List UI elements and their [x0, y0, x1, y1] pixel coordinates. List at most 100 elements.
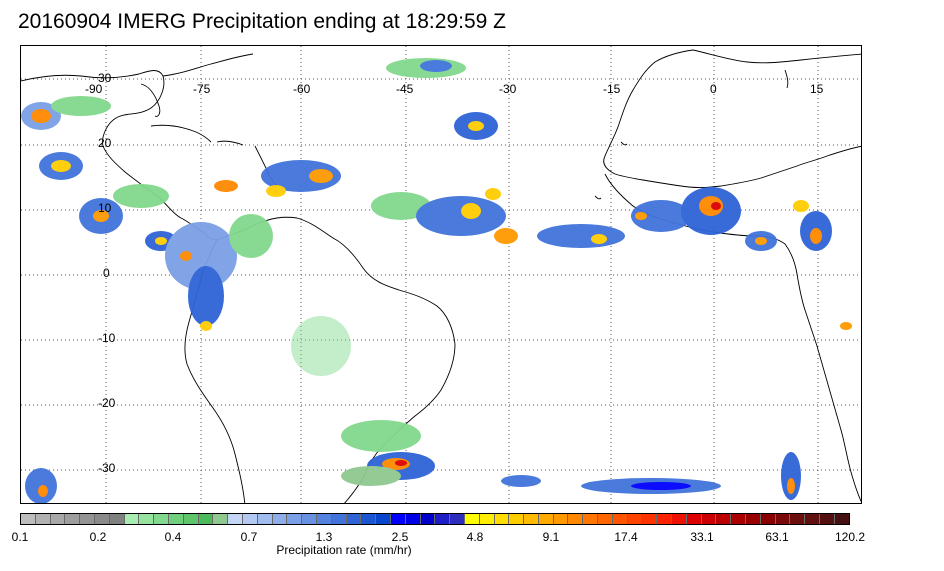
- precip-area: [501, 475, 541, 487]
- colorbar-swatch: [272, 514, 288, 524]
- colorbar-swatch: [775, 514, 791, 524]
- lon-label: -45: [396, 82, 414, 96]
- coastline-cape-verde: [594, 195, 602, 200]
- colorbar-swatch: [435, 514, 451, 524]
- precip-area: [38, 485, 48, 497]
- colorbar-swatch: [346, 514, 362, 524]
- colorbar-swatch: [287, 514, 303, 524]
- precip-area: [635, 212, 647, 220]
- coastline-africa: [603, 49, 861, 188]
- precip-area: [214, 180, 238, 192]
- lat-label: 0: [103, 266, 110, 280]
- colorbar-swatch: [790, 514, 806, 524]
- precipitation-map: -90 -75 -60 -45 -30 -15 0 15 30 20 10 0 …: [20, 45, 862, 504]
- lon-label: -75: [193, 82, 211, 96]
- colorbar-title: Precipitation rate (mm/hr): [276, 543, 412, 557]
- colorbar-swatch: [834, 514, 849, 524]
- colorbar-swatch: [35, 514, 51, 524]
- precip-area: [200, 321, 212, 331]
- precip-area: [793, 200, 809, 212]
- precip-area: [31, 109, 51, 123]
- colorbar-swatch: [642, 514, 658, 524]
- precip-area: [51, 160, 71, 172]
- colorbar-swatch: [479, 514, 495, 524]
- colorbar-swatch: [65, 514, 81, 524]
- colorbar-swatch: [228, 514, 243, 524]
- colorbar-swatch: [731, 514, 747, 524]
- coastline-us-east: [162, 53, 254, 77]
- colorbar-swatch: [198, 514, 214, 524]
- precip-area: [420, 60, 452, 72]
- colorbar-tick-label: 4.8: [466, 530, 484, 544]
- precip-area: [188, 266, 224, 326]
- precip-area: [266, 185, 286, 197]
- coastline-north-america: [21, 70, 218, 241]
- colorbar-tick-label: 0.4: [164, 530, 182, 544]
- colorbar-swatch: [760, 514, 776, 524]
- coastline-europe: [692, 49, 861, 64]
- colorbar-swatch: [154, 514, 169, 524]
- colorbar-swatch: [716, 514, 732, 524]
- colorbar-swatch: [820, 514, 835, 524]
- colorbar-swatch: [331, 514, 347, 524]
- lon-label: -30: [499, 82, 517, 96]
- precip-area: [180, 251, 192, 261]
- precip-area: [840, 322, 852, 330]
- colorbar-tick-label: 0.1: [11, 530, 29, 544]
- precip-area: [341, 420, 421, 452]
- precip-area: [631, 482, 691, 490]
- lon-label: -15: [603, 82, 621, 96]
- colorbar-swatch: [598, 514, 613, 524]
- precip-area: [113, 184, 169, 208]
- coastline-sardinia: [784, 69, 789, 89]
- precip-area: [165, 222, 237, 290]
- precip-area: [309, 169, 333, 183]
- lat-label: -10: [98, 331, 116, 345]
- precip-area: [155, 237, 167, 245]
- colorbar-swatch: [50, 514, 66, 524]
- colorbar-tick-label: 0.7: [240, 530, 258, 544]
- lon-label: 15: [810, 82, 824, 96]
- colorbar-swatch: [316, 514, 332, 524]
- colorbar-swatch: [524, 514, 539, 524]
- precip-area: [291, 316, 351, 376]
- colorbar-swatch: [94, 514, 110, 524]
- map-title: 20160904 IMERG Precipitation ending at 1…: [18, 10, 506, 33]
- precip-patches: [21, 58, 852, 503]
- colorbar-swatch: [183, 514, 199, 524]
- coastline-cuba: [150, 124, 212, 143]
- colorbar-swatch: [361, 514, 377, 524]
- precip-area: [461, 203, 481, 219]
- precip-area: [371, 192, 431, 220]
- colorbar-swatch: [612, 514, 628, 524]
- lon-label: -90: [85, 82, 103, 96]
- colorbar-swatch: [124, 514, 140, 524]
- colorbar-swatch: [701, 514, 717, 524]
- colorbar-swatch: [686, 514, 702, 524]
- precip-area: [537, 224, 625, 248]
- precip-area: [51, 96, 111, 116]
- lon-label: 0: [710, 82, 717, 96]
- precip-area: [711, 202, 721, 210]
- colorbar-swatch: [376, 514, 391, 524]
- colorbar-tick-label: 63.1: [765, 530, 789, 544]
- colorbar-swatch: [657, 514, 673, 524]
- precip-area: [261, 160, 341, 192]
- colorbar-swatch: [420, 514, 436, 524]
- lon-label: -60: [293, 82, 311, 96]
- precip-area: [93, 210, 109, 222]
- colorbar-swatch: [538, 514, 554, 524]
- colorbar-tick-label: 9.1: [542, 530, 560, 544]
- coastlines: [21, 49, 861, 503]
- colorbar-swatch: [672, 514, 687, 524]
- coastline-florida: [140, 83, 161, 117]
- colorbar-swatch: [80, 514, 95, 524]
- colorbar-swatch: [139, 514, 155, 524]
- lat-label: -20: [98, 396, 116, 410]
- precip-area: [787, 478, 795, 494]
- precip-area: [781, 452, 801, 500]
- colorbar-swatch: [805, 514, 821, 524]
- colorbar-swatch: [464, 514, 480, 524]
- lat-label: 30: [98, 71, 112, 85]
- precip-area: [810, 228, 822, 244]
